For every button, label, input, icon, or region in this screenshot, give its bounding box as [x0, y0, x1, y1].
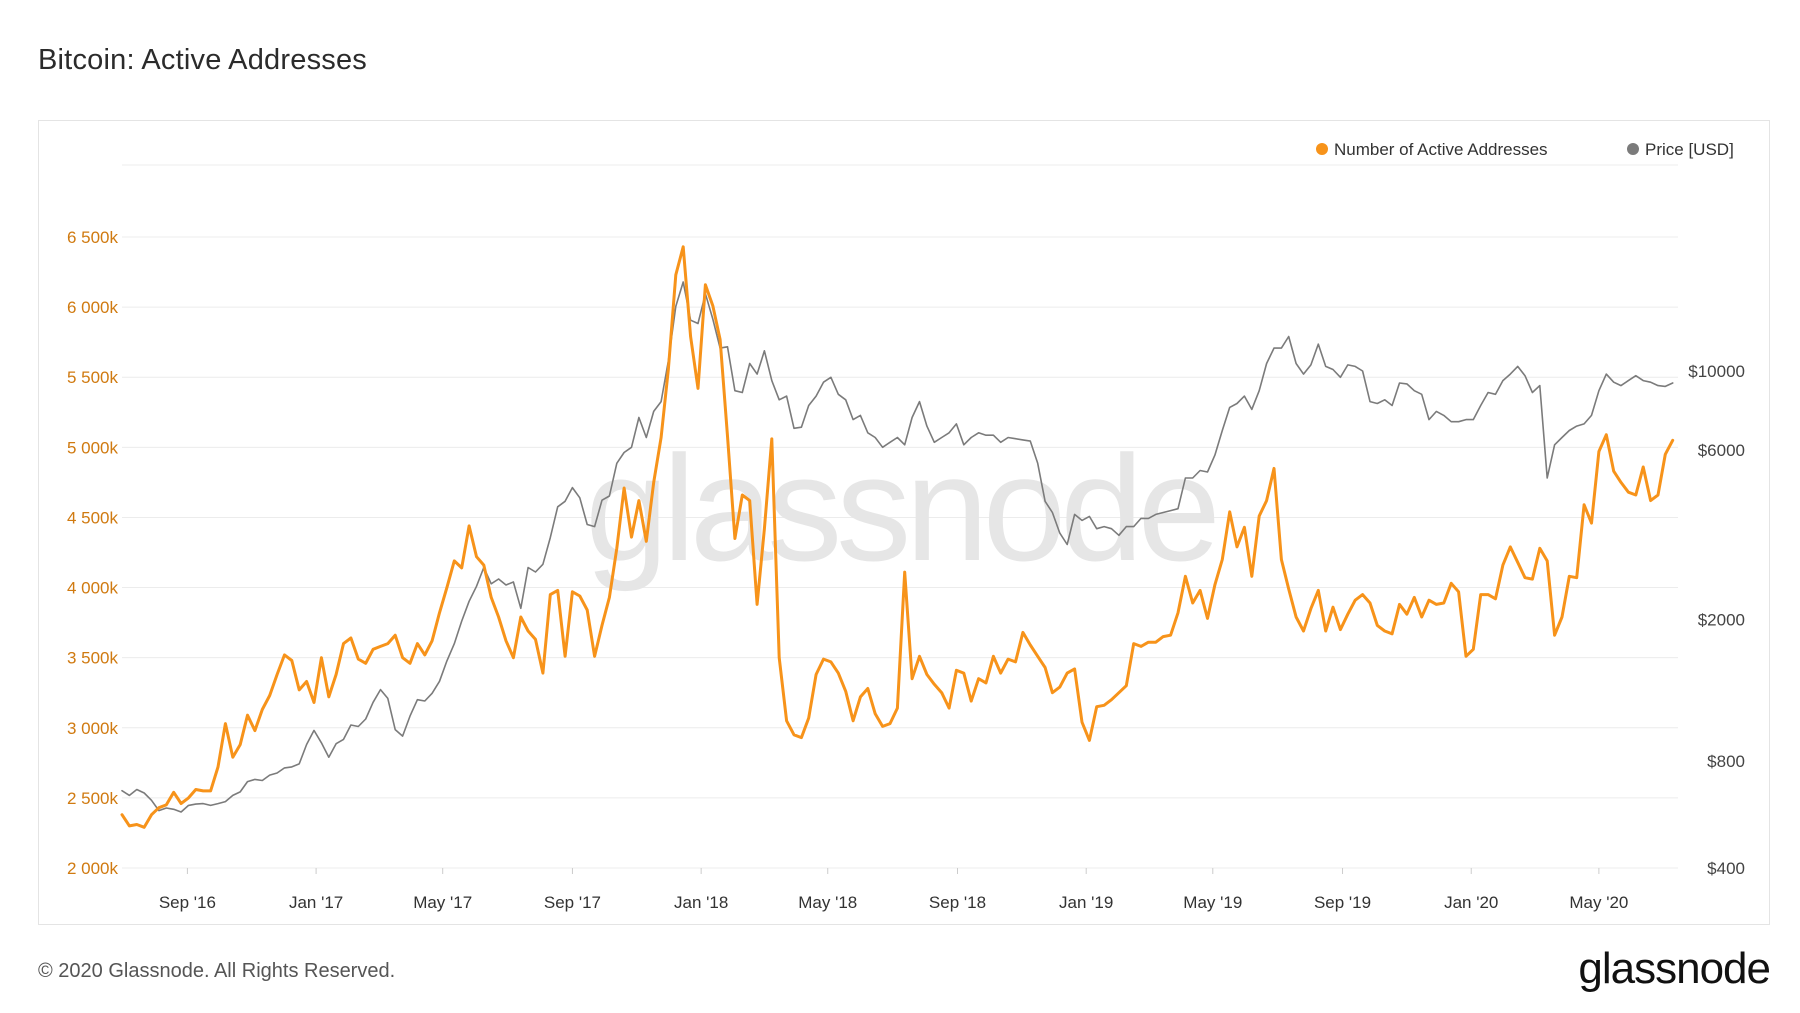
- right-axis: $400 $800 $2000 $6000 $10000: [1688, 362, 1745, 878]
- price-line[interactable]: [121, 281, 1674, 813]
- watermark: glassnode: [585, 424, 1215, 592]
- left-tick-label: 3 000k: [67, 719, 119, 738]
- x-tick-label: Jan '18: [674, 893, 728, 912]
- page-title: Bitcoin: Active Addresses: [38, 44, 367, 76]
- right-tick-label: $10000: [1688, 362, 1745, 381]
- x-tick-label: Sep '16: [159, 893, 216, 912]
- x-tick-label: Sep '19: [1314, 893, 1371, 912]
- legend-marker: [1316, 143, 1328, 155]
- legend-marker: [1627, 143, 1639, 155]
- left-tick-label: 5 500k: [67, 368, 119, 387]
- right-tick-label: $400: [1707, 859, 1745, 878]
- legend-item-active-addresses[interactable]: Number of Active Addresses: [1316, 140, 1548, 159]
- x-tick-label: May '19: [1183, 893, 1242, 912]
- legend-label: Price [USD]: [1645, 140, 1734, 159]
- x-tick-label: May '17: [413, 893, 472, 912]
- grid-lines: [122, 164, 1678, 869]
- series-lines: [120, 245, 1675, 829]
- left-tick-label: 6 000k: [67, 298, 119, 317]
- right-tick-label: $6000: [1698, 441, 1745, 460]
- left-tick-label: 2 500k: [67, 789, 119, 808]
- x-tick-label: Sep '17: [544, 893, 601, 912]
- legend-item-price[interactable]: Price [USD]: [1627, 140, 1734, 159]
- left-axis: 2 000k 2 500k 3 000k 3 500k 4 000k 4 500k 5 00…: [67, 228, 119, 878]
- left-tick-label: 6 500k: [67, 228, 119, 247]
- left-tick-label: 5 000k: [67, 438, 119, 457]
- x-tick-label: Sep '18: [929, 893, 986, 912]
- right-tick-label: $2000: [1698, 611, 1745, 630]
- x-tick-label: Jan '20: [1444, 893, 1498, 912]
- left-tick-label: 3 500k: [67, 649, 119, 668]
- right-tick-label: $800: [1707, 752, 1745, 771]
- x-tick-label: May '18: [798, 893, 857, 912]
- glassnode-logo[interactable]: glassnode: [1578, 944, 1771, 993]
- legend: Number of Active Addresses Price [USD]: [1316, 140, 1734, 159]
- legend-label: Number of Active Addresses: [1334, 140, 1548, 159]
- x-tick-label: Jan '19: [1059, 893, 1113, 912]
- x-axis: Sep '16 Jan '17 May '17 Sep '17 Jan '18 May '…: [159, 868, 1628, 912]
- left-tick-label: 2 000k: [67, 859, 119, 878]
- left-tick-label: 4 500k: [67, 508, 119, 527]
- left-tick-label: 4 000k: [67, 579, 119, 598]
- x-tick-label: Jan '17: [289, 893, 343, 912]
- copyright-text: © 2020 Glassnode. All Rights Reserved.: [38, 960, 396, 982]
- x-tick-label: May '20: [1569, 893, 1628, 912]
- chart-panel: [38, 120, 1770, 925]
- active-addresses-line[interactable]: [120, 245, 1675, 829]
